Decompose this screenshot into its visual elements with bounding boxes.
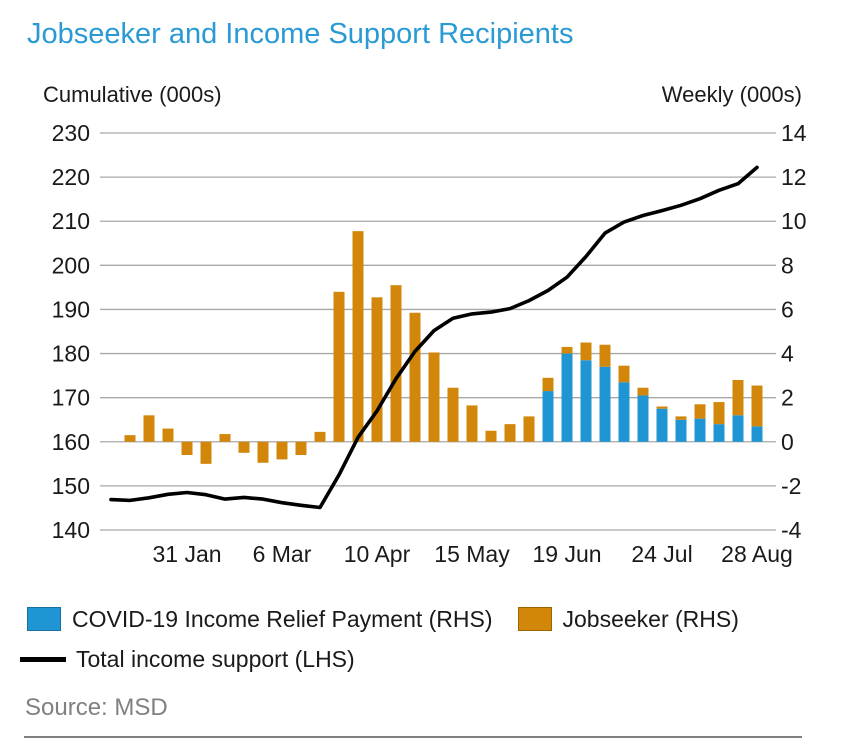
bar-jobseeker-segment bbox=[257, 441, 269, 463]
bar-jobseeker-segment bbox=[447, 387, 459, 442]
rhs-tick-label: -4 bbox=[781, 517, 802, 543]
source-note: Source: MSD bbox=[25, 694, 168, 721]
bottom-divider bbox=[24, 736, 802, 738]
bar-jobseeker-segment bbox=[694, 404, 706, 419]
lhs-tick-label: 170 bbox=[52, 385, 90, 411]
lhs-tick-label: 210 bbox=[52, 208, 90, 234]
legend: COVID-19 Income Relief Payment (RHS) Job… bbox=[20, 602, 837, 682]
bar-jobseeker-segment bbox=[352, 231, 364, 442]
bar-covid-relief-segment bbox=[751, 426, 763, 442]
bar-jobseeker-segment bbox=[618, 365, 630, 383]
rhs-tick-label: 10 bbox=[781, 208, 807, 234]
legend-row-bars: COVID-19 Income Relief Payment (RHS) Job… bbox=[27, 602, 837, 636]
bar-covid-relief-segment bbox=[713, 424, 725, 442]
bar-jobseeker-segment bbox=[200, 441, 212, 464]
right-axis-header: Weekly (000s) bbox=[661, 82, 802, 107]
rhs-tick-label: -2 bbox=[781, 473, 801, 499]
legend-row-line: Total income support (LHS) bbox=[20, 642, 837, 676]
bar-jobseeker-segment bbox=[428, 352, 440, 442]
rhs-tick-label: 8 bbox=[781, 252, 794, 278]
bar-jobseeker-segment bbox=[542, 377, 554, 392]
chart-plot-area: 230 14 220 12 210 10 200 8 190 6 180 4 170 2 160 0 150 -2… bbox=[52, 120, 807, 567]
bar-jobseeker-segment bbox=[466, 405, 478, 442]
legend-label-covid-relief: COVID-19 Income Relief Payment (RHS) bbox=[72, 605, 493, 632]
bar-covid-relief-segment bbox=[561, 353, 573, 442]
rhs-tick-label: 12 bbox=[781, 164, 807, 190]
bar-jobseeker-segment bbox=[485, 430, 497, 442]
legend-label-total-line: Total income support (LHS) bbox=[76, 645, 355, 672]
bar-jobseeker-segment bbox=[238, 441, 250, 453]
x-tick-label: 15 May bbox=[434, 541, 510, 567]
total-income-support-line bbox=[109, 165, 759, 510]
bar-jobseeker-segment bbox=[181, 441, 193, 456]
lhs-tick-label: 160 bbox=[52, 429, 90, 455]
bar-covid-relief-segment bbox=[580, 360, 592, 442]
chart-title: Jobseeker and Income Support Recipients bbox=[27, 18, 574, 50]
lhs-tick-label: 140 bbox=[52, 517, 90, 543]
rhs-tick-label: 14 bbox=[781, 120, 807, 146]
rhs-tick-label: 0 bbox=[781, 429, 794, 455]
legend-label-jobseeker: Jobseeker (RHS) bbox=[562, 605, 739, 632]
bar-jobseeker-segment bbox=[162, 428, 174, 442]
bar-jobseeker-segment bbox=[409, 312, 421, 442]
left-axis-header: Cumulative (000s) bbox=[43, 82, 222, 107]
bar-jobseeker-segment bbox=[561, 346, 573, 354]
bar-jobseeker-segment bbox=[732, 380, 744, 416]
lhs-tick-label: 230 bbox=[52, 120, 90, 146]
bar-covid-relief-segment bbox=[637, 395, 649, 442]
lhs-tick-label: 180 bbox=[52, 341, 90, 367]
lhs-tick-label: 150 bbox=[52, 473, 90, 499]
bar-covid-relief-segment bbox=[599, 366, 611, 442]
legend-swatch-jobseeker bbox=[517, 607, 552, 631]
bar-jobseeker-segment bbox=[523, 416, 535, 442]
bar-jobseeker-segment bbox=[504, 424, 516, 442]
bar-covid-relief-segment bbox=[656, 408, 668, 442]
legend-swatch-covid-relief bbox=[27, 607, 61, 631]
bar-jobseeker-segment bbox=[751, 385, 763, 427]
x-tick-label: 31 Jan bbox=[152, 541, 221, 567]
bar-jobseeker-segment bbox=[675, 416, 687, 420]
bar-jobseeker-segment bbox=[219, 434, 231, 442]
lhs-tick-label: 200 bbox=[52, 252, 90, 278]
x-tick-label: 6 Mar bbox=[253, 541, 312, 567]
bar-jobseeker-segment bbox=[143, 415, 155, 442]
legend-swatch-total-line bbox=[20, 656, 66, 662]
bar-jobseeker-segment bbox=[295, 441, 307, 456]
bar-jobseeker-segment bbox=[713, 402, 725, 425]
rhs-tick-label: 2 bbox=[781, 385, 794, 411]
bar-jobseeker-segment bbox=[580, 342, 592, 361]
bar-jobseeker-segment bbox=[390, 285, 402, 442]
bar-covid-relief-segment bbox=[694, 418, 706, 442]
bar-jobseeker-segment bbox=[124, 435, 136, 442]
bar-covid-relief-segment bbox=[675, 419, 687, 442]
bar-jobseeker-segment bbox=[276, 441, 288, 460]
bar-covid-relief-segment bbox=[618, 382, 630, 442]
rhs-tick-label: 4 bbox=[781, 341, 794, 367]
bar-jobseeker-segment bbox=[656, 406, 668, 409]
x-tick-label: 10 Apr bbox=[344, 541, 411, 567]
rhs-tick-label: 6 bbox=[781, 296, 794, 322]
x-tick-label: 24 Jul bbox=[631, 541, 692, 567]
bar-jobseeker-segment bbox=[637, 387, 649, 396]
bar-covid-relief-segment bbox=[732, 415, 744, 442]
bar-covid-relief-segment bbox=[542, 391, 554, 442]
bar-jobseeker-segment bbox=[371, 297, 383, 442]
bar-jobseeker-segment bbox=[314, 431, 326, 442]
lhs-tick-label: 190 bbox=[52, 296, 90, 322]
lhs-tick-label: 220 bbox=[52, 164, 90, 190]
bar-jobseeker-segment bbox=[599, 344, 611, 367]
x-tick-label: 28 Aug bbox=[721, 541, 793, 567]
bar-jobseeker-segment bbox=[333, 291, 345, 442]
x-tick-label: 19 Jun bbox=[532, 541, 601, 567]
